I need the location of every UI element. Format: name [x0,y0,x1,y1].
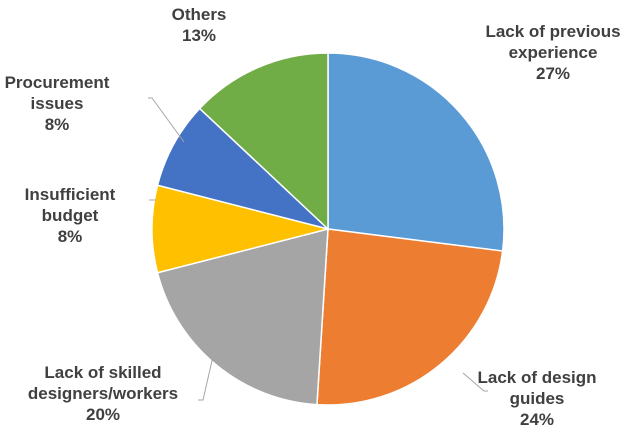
slice-label: Lack of design guides 24% [477,368,596,429]
slice-percent-label: 24% [520,410,554,429]
slice-label: Insufficient budget 8% [25,185,116,246]
slice-percent-label: 8% [45,115,70,134]
slice-label: Lack of skilled designers/workers 20% [28,363,178,424]
pie-slice [316,228,504,406]
pie-slice [156,228,329,406]
slice-category-label: Lack of skilled [44,363,161,382]
slice-category-label: Others [172,5,227,24]
leader-line [462,372,488,392]
leader-line [198,351,215,401]
slice-category-label: Lack of design [477,368,596,387]
pie-slice [151,184,329,274]
slice-category-label: designers/workers [28,384,178,403]
slice-percent-label: 27% [536,64,570,83]
slice-label: Procurement issues 8% [5,73,110,134]
pie-slices [151,52,505,406]
slice-category-label: issues [31,94,84,113]
slice-percent-label: 13% [182,26,216,45]
slice-label: Others 13% [172,5,227,45]
slice-category-label: budget [42,206,99,225]
slice-category-label: guides [510,389,565,408]
pie-slice [198,52,329,231]
leader-line [148,97,185,143]
slice-category-label: Insufficient [25,185,116,204]
leader-lines [148,97,488,401]
slice-category-label: Procurement [5,73,110,92]
slice-category-label: Lack of previous [485,22,620,41]
slice-labels: Lack of previous experience 27% Lack of des… [5,5,621,429]
slice-percent-label: 8% [58,227,83,246]
slice-label: Lack of previous experience 27% [485,22,620,83]
slice-category-label: experience [509,43,598,62]
pie-slice [327,52,505,252]
pie-slice [156,107,329,230]
slice-percent-label: 20% [86,405,120,424]
